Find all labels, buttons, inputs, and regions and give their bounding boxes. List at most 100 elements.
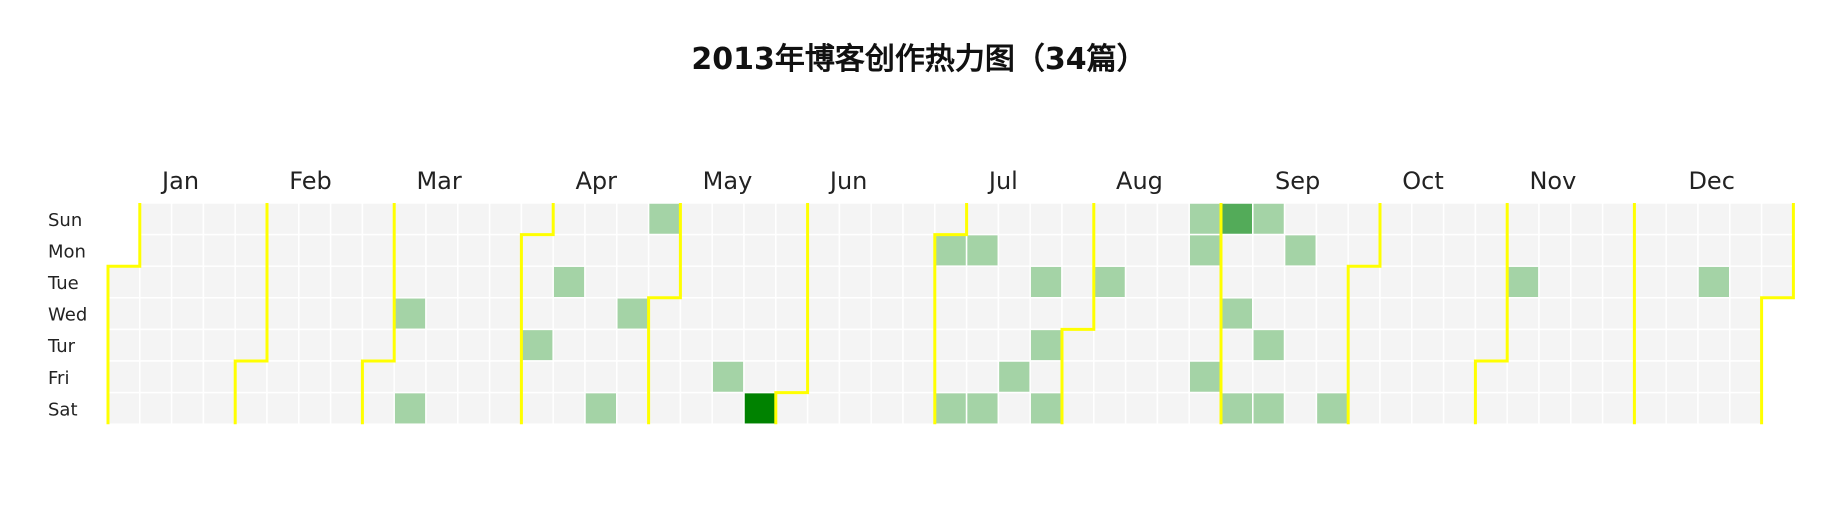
day-cell — [139, 265, 173, 299]
day-cell-active — [584, 391, 618, 425]
day-cell — [488, 297, 523, 331]
day-cell — [1315, 233, 1349, 267]
day-cell — [1570, 360, 1604, 394]
day-cell — [1411, 297, 1445, 331]
day-cell — [1442, 265, 1477, 299]
day-cell — [870, 328, 904, 362]
day-cell — [1474, 265, 1508, 299]
day-cell — [1697, 233, 1731, 267]
day-cell — [1538, 265, 1572, 299]
day-cell — [266, 265, 300, 299]
day-cell-active — [1188, 360, 1222, 394]
day-cell — [1411, 202, 1445, 236]
day-cell — [170, 391, 205, 425]
month-boundary-line — [647, 203, 682, 425]
month-label-jan: Jan — [160, 167, 199, 195]
day-cell — [1124, 391, 1159, 425]
day-cell — [1156, 202, 1190, 236]
day-cell — [1252, 265, 1286, 299]
day-cell — [1379, 233, 1413, 267]
day-cell — [520, 202, 554, 236]
day-cell — [1252, 233, 1286, 267]
day-cell — [1315, 202, 1349, 236]
day-cell — [1474, 233, 1508, 267]
day-cell — [1601, 233, 1636, 267]
day-cell — [584, 328, 618, 362]
day-cell — [488, 233, 523, 267]
day-cell — [1029, 360, 1063, 394]
month-boundary-line — [1346, 203, 1382, 425]
day-cell — [298, 391, 332, 425]
day-cell — [743, 202, 777, 236]
day-cell — [1633, 360, 1667, 394]
day-cell — [1570, 202, 1604, 236]
day-cell — [234, 391, 268, 425]
day-cell — [552, 202, 586, 236]
month-label-dec: Dec — [1688, 167, 1734, 195]
day-cell — [902, 360, 936, 394]
month-labels: Jan Feb Mar Apr May Jun Jul Aug Sep Oct Nov Dec — [160, 167, 1735, 195]
day-cell — [997, 233, 1031, 267]
day-cell — [1760, 233, 1795, 267]
day-cell — [425, 202, 459, 236]
day-cell — [1379, 360, 1413, 394]
day-cell — [902, 297, 936, 331]
day-cell — [488, 202, 523, 236]
day-cell — [1538, 360, 1572, 394]
day-cell — [107, 265, 141, 299]
day-cell — [1442, 233, 1477, 267]
day-cell — [1506, 297, 1540, 331]
day-cell — [488, 265, 523, 299]
day-cell — [1093, 202, 1127, 236]
day-cell — [616, 360, 650, 394]
day-cell — [1347, 202, 1381, 236]
day-cells — [107, 202, 1795, 425]
day-cell — [743, 360, 777, 394]
day-cell — [1124, 297, 1159, 331]
day-cell — [997, 297, 1031, 331]
day-cell — [997, 202, 1031, 236]
day-cell — [361, 233, 395, 267]
day-cell-active — [520, 328, 554, 362]
day-cell — [1411, 265, 1445, 299]
day-cell — [107, 328, 141, 362]
day-cell — [1570, 391, 1604, 425]
day-cell — [552, 297, 586, 331]
day-cell — [329, 391, 364, 425]
day-cell — [902, 265, 936, 299]
day-cell — [1474, 328, 1508, 362]
day-cell — [202, 328, 236, 362]
day-cell-active — [552, 265, 586, 299]
day-cell — [743, 328, 777, 362]
day-cell — [520, 265, 554, 299]
day-cell — [1601, 265, 1636, 299]
weekday-label-mon: Mon — [48, 241, 86, 262]
day-cell — [488, 391, 523, 425]
day-cell — [743, 233, 777, 267]
day-cell — [679, 360, 713, 394]
day-cell — [1729, 328, 1763, 362]
day-cell — [1124, 328, 1159, 362]
day-cell — [1506, 328, 1540, 362]
day-cell — [1665, 328, 1699, 362]
day-cell-active — [616, 297, 650, 331]
day-cell — [1283, 202, 1318, 236]
day-cell — [775, 360, 809, 394]
day-cell — [329, 265, 364, 299]
day-cell — [1283, 297, 1318, 331]
day-cell — [743, 265, 777, 299]
day-cell — [584, 202, 618, 236]
day-cell — [329, 360, 364, 394]
day-cell — [1093, 233, 1127, 267]
day-cell — [1697, 297, 1731, 331]
day-cell — [361, 202, 395, 236]
day-cell — [1633, 265, 1667, 299]
month-label-may: May — [703, 167, 753, 195]
weekday-label-fri: Fri — [48, 368, 69, 389]
day-cell — [934, 202, 968, 236]
day-cell — [806, 360, 841, 394]
day-cell-active — [1029, 391, 1063, 425]
day-cell — [775, 265, 809, 299]
day-cell — [902, 202, 936, 236]
